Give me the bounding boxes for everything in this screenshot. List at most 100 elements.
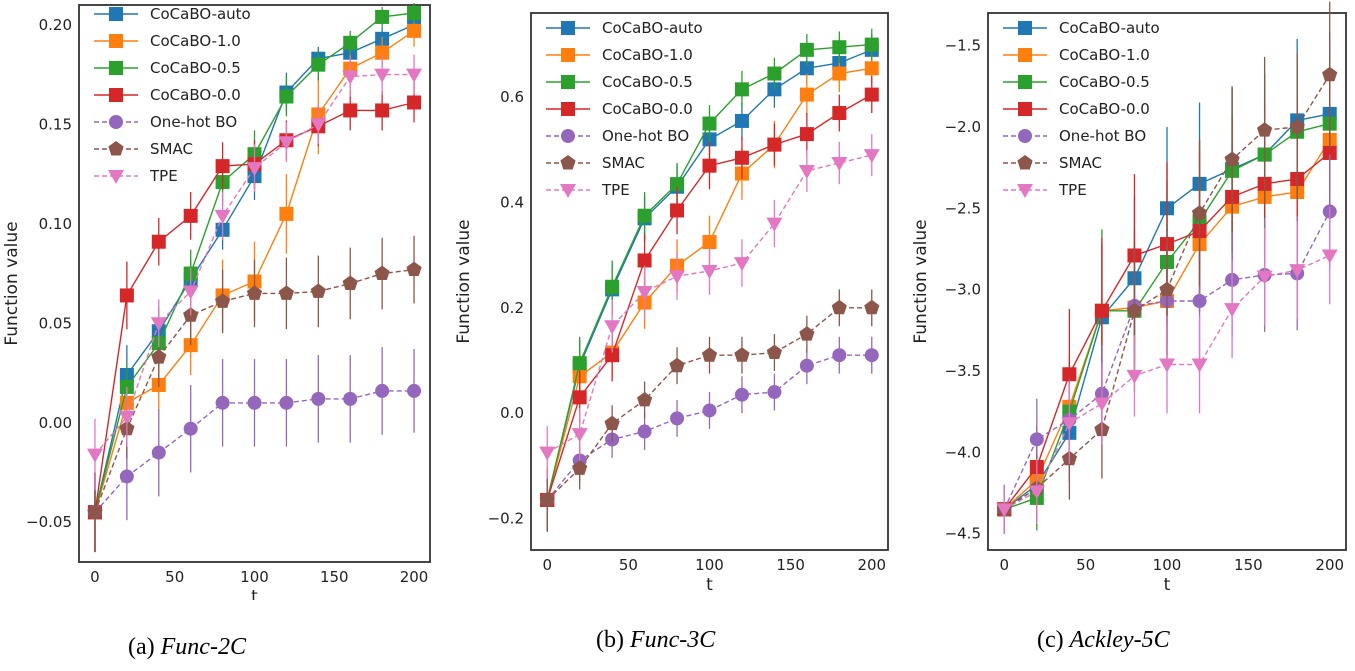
legend-marker xyxy=(561,102,575,116)
legend-label: CoCaBO-0.5 xyxy=(1059,73,1150,91)
caption-a-name: Func-2C xyxy=(160,634,246,660)
legend-label: TPE xyxy=(149,167,178,185)
x-axis-label: t xyxy=(251,587,258,600)
data-point xyxy=(342,70,359,85)
series-smac xyxy=(539,289,880,532)
data-point xyxy=(1289,118,1305,134)
data-point xyxy=(864,348,879,363)
y-tick-label: 0.00 xyxy=(39,414,72,432)
data-point xyxy=(734,82,749,97)
data-point xyxy=(1126,302,1143,318)
y-tick-label: −1.5 xyxy=(945,37,981,55)
legend-label: CoCaBO-0.0 xyxy=(150,86,241,104)
data-point xyxy=(670,177,685,192)
data-point xyxy=(1191,358,1208,373)
data-point xyxy=(572,460,588,475)
data-point xyxy=(86,448,103,463)
data-point xyxy=(342,275,358,290)
y-tick-label: 0.4 xyxy=(500,194,524,212)
x-axis-label: t xyxy=(706,575,713,595)
legend-label: One-hot BO xyxy=(150,113,237,131)
data-point xyxy=(832,66,847,81)
x-tick-label: 200 xyxy=(400,568,429,586)
y-tick-label: 0.6 xyxy=(500,88,524,106)
legend-label: TPE xyxy=(1058,181,1087,199)
x-axis-label: t xyxy=(1164,575,1171,595)
data-point xyxy=(799,61,814,76)
legend-marker xyxy=(1018,21,1032,35)
data-point xyxy=(119,469,134,484)
caption-c: (c) Ackley-5C xyxy=(1037,627,1170,654)
data-point xyxy=(863,149,880,164)
data-point xyxy=(1322,145,1337,160)
legend-label: CoCaBO-0.5 xyxy=(602,73,693,91)
data-point xyxy=(767,66,782,81)
data-point xyxy=(247,395,262,410)
data-point xyxy=(246,285,263,300)
x-tick-label: 150 xyxy=(1234,556,1263,574)
data-point xyxy=(571,428,588,443)
data-point xyxy=(864,299,880,315)
legend-label: CoCaBO-0.0 xyxy=(1059,100,1150,118)
y-axis-label: Function value xyxy=(911,219,931,343)
legend-marker xyxy=(109,34,123,48)
legend-marker xyxy=(561,48,575,62)
legend-marker xyxy=(109,61,123,75)
data-point xyxy=(572,390,587,405)
y-tick-label: 0.05 xyxy=(39,314,72,332)
legend-marker xyxy=(561,21,575,35)
legend-label: CoCaBO-1.0 xyxy=(602,46,693,64)
data-point xyxy=(278,285,294,300)
data-point xyxy=(669,270,686,285)
data-point xyxy=(734,113,749,128)
legend-marker xyxy=(1018,102,1032,116)
data-point xyxy=(669,357,685,373)
y-tick-label: 0.0 xyxy=(500,404,524,422)
data-point xyxy=(799,326,815,341)
y-tick-label: −3.0 xyxy=(945,281,981,299)
data-point xyxy=(733,257,750,272)
data-point xyxy=(766,344,782,359)
x-tick-label: 50 xyxy=(1076,556,1095,574)
data-point xyxy=(182,285,199,300)
data-point xyxy=(637,208,652,223)
plot-frame xyxy=(987,12,1347,551)
data-point xyxy=(831,157,848,172)
data-point xyxy=(311,391,326,406)
data-point xyxy=(637,424,652,439)
data-point xyxy=(1289,264,1306,279)
series-tpe xyxy=(996,206,1338,534)
legend: CoCaBO-auto CoCaBO-1.0 CoCaBO-0.5 CoCaBO-0.… xyxy=(546,19,703,199)
data-point xyxy=(702,116,717,131)
data-point xyxy=(604,320,621,335)
data-point xyxy=(150,317,167,332)
series-one-hot-bo xyxy=(87,347,422,553)
data-point xyxy=(87,504,103,519)
x-tick-label: 0 xyxy=(999,556,1009,574)
legend-marker xyxy=(1018,48,1032,62)
y-tick-label: −3.5 xyxy=(945,362,981,380)
data-point xyxy=(799,127,814,142)
legend-label: SMAC xyxy=(150,140,193,158)
legend-label: One-hot BO xyxy=(1059,127,1146,145)
legend-label: One-hot BO xyxy=(602,127,689,145)
data-point xyxy=(539,446,556,461)
chart-panel-3: 0 50 100 150 200 −4.5 −4.0 −3.5 −3.0 −2.5 −2.0 −1.5… xyxy=(911,1,1347,595)
figure: 0 50 100 150 200−0.050.000.050.100.150.20tFu… xyxy=(2,1,1347,600)
data-point xyxy=(1159,358,1175,373)
data-point xyxy=(1028,485,1045,500)
caption-c-name: Ackley-5C xyxy=(1069,627,1170,653)
x-tick-label: 150 xyxy=(776,556,805,574)
x-tick-label: 50 xyxy=(165,568,184,586)
caption-a: (a) Func-2C xyxy=(128,634,246,661)
series-line xyxy=(546,354,872,501)
data-point xyxy=(734,150,749,165)
data-point xyxy=(375,383,390,398)
data-point xyxy=(767,385,782,400)
data-point xyxy=(1029,432,1044,447)
data-point xyxy=(246,162,263,177)
legend-label: CoCaBO-0.0 xyxy=(602,100,693,118)
legend-marker xyxy=(109,115,123,129)
legend-label: CoCaBO-auto xyxy=(1059,19,1160,37)
data-point xyxy=(215,159,230,174)
